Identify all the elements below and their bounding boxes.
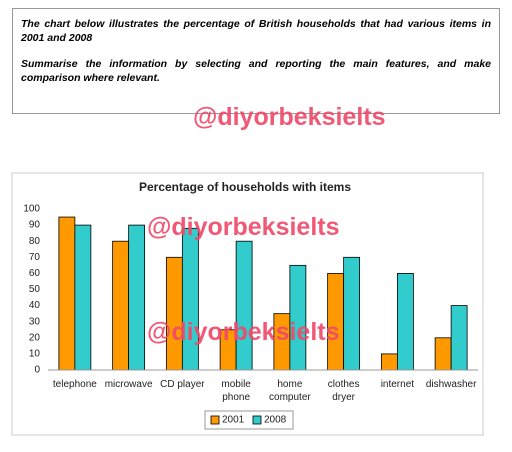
x-tick-label: CD player bbox=[160, 379, 205, 390]
x-tick-label: dishwasher bbox=[425, 379, 477, 390]
y-tick-label: 90 bbox=[29, 220, 41, 231]
watermark: @diyorbeksielts bbox=[193, 103, 386, 131]
y-tick-label: 0 bbox=[34, 365, 40, 376]
y-tick-label: 80 bbox=[29, 236, 41, 247]
x-tick-label: telephone bbox=[52, 379, 97, 390]
bar bbox=[235, 240, 253, 371]
bar bbox=[450, 305, 468, 371]
y-tick-label: 50 bbox=[29, 284, 41, 295]
prompt-box: The chart below illustrates the percenta… bbox=[12, 8, 500, 114]
bar bbox=[181, 227, 199, 371]
bar bbox=[58, 216, 76, 371]
x-tick-label: microwave bbox=[104, 379, 153, 390]
bar bbox=[343, 256, 361, 371]
x-tick-label: home computer bbox=[269, 379, 311, 403]
legend-swatch bbox=[252, 415, 262, 425]
legend-label: 2008 bbox=[264, 415, 287, 426]
bar bbox=[165, 256, 183, 371]
bar bbox=[74, 224, 92, 371]
bar bbox=[396, 272, 414, 371]
y-tick-label: 30 bbox=[29, 316, 41, 327]
chart-title: Percentage of households with items bbox=[139, 180, 351, 194]
bar bbox=[112, 240, 130, 371]
y-tick-label: 60 bbox=[29, 268, 41, 279]
x-tick-label: clothes dryer bbox=[327, 379, 360, 403]
y-tick-label: 70 bbox=[29, 252, 41, 263]
watermark: @diyorbeksielts bbox=[147, 213, 340, 241]
y-tick-label: 100 bbox=[23, 204, 40, 215]
legend-label: 2001 bbox=[222, 415, 245, 426]
task-text: The chart below illustrates the percenta… bbox=[21, 18, 491, 44]
legend-box bbox=[204, 410, 294, 430]
x-tick-label: mobile phone bbox=[221, 379, 251, 403]
y-tick-label: 40 bbox=[29, 300, 41, 311]
watermark: @diyorbeksielts bbox=[147, 318, 340, 346]
bar bbox=[128, 224, 146, 371]
instruction-text: Summarise the information by selecting a… bbox=[21, 58, 491, 84]
y-tick-label: 10 bbox=[29, 349, 41, 360]
legend-swatch bbox=[210, 415, 220, 425]
bar bbox=[380, 353, 398, 371]
x-tick-label: internet bbox=[380, 379, 415, 390]
y-tick-label: 20 bbox=[29, 332, 41, 343]
bar bbox=[434, 337, 452, 371]
